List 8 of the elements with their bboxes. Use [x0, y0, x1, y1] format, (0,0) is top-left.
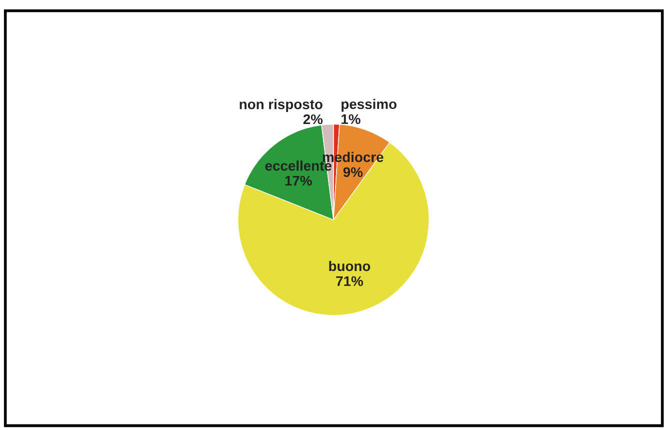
data-label: 1%: [342, 114, 360, 124]
data-label: 2%: [303, 114, 323, 124]
data-label: 9%: [343, 167, 363, 178]
slice-label: pessimo: [342, 98, 396, 112]
data-label: 71%: [336, 276, 364, 286]
slice-label: buono: [329, 260, 370, 272]
slice-label: non risposto: [240, 99, 322, 112]
data-label: 17%: [285, 176, 312, 186]
